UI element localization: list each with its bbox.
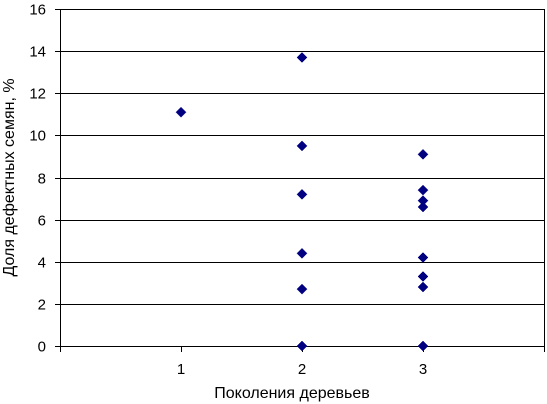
data-point [417,271,429,282]
data-point [417,252,429,263]
data-point [417,184,429,196]
data-point [296,247,308,259]
data-point [296,140,308,152]
y-tick-label: 4 [38,255,46,272]
grid-lines [60,9,544,347]
data-point [417,340,429,352]
x-tick-label: 3 [419,361,427,378]
y-tick-label: 10 [29,128,46,145]
data-point [175,106,187,118]
x-tick-label: 1 [177,361,185,378]
data-point [296,340,308,352]
data-point [417,148,429,160]
x-tick-label: 2 [298,361,306,378]
y-axis-title: Доля дефектных семян, % [1,78,18,276]
y-tick-label: 14 [29,44,46,61]
data-point [417,281,429,293]
data-point [296,283,308,295]
y-tick-label: 6 [38,213,46,230]
data-point [296,188,308,200]
y-tick-label: 12 [29,86,46,103]
data-points [175,52,429,352]
data-point [296,52,308,63]
y-tick-label: 0 [38,339,46,356]
x-axis-title: Поколения деревьев [214,385,370,402]
y-tick-label: 16 [29,2,46,19]
y-tick-label: 8 [38,171,46,188]
data-point [417,201,429,213]
y-tick-label: 2 [38,297,46,314]
